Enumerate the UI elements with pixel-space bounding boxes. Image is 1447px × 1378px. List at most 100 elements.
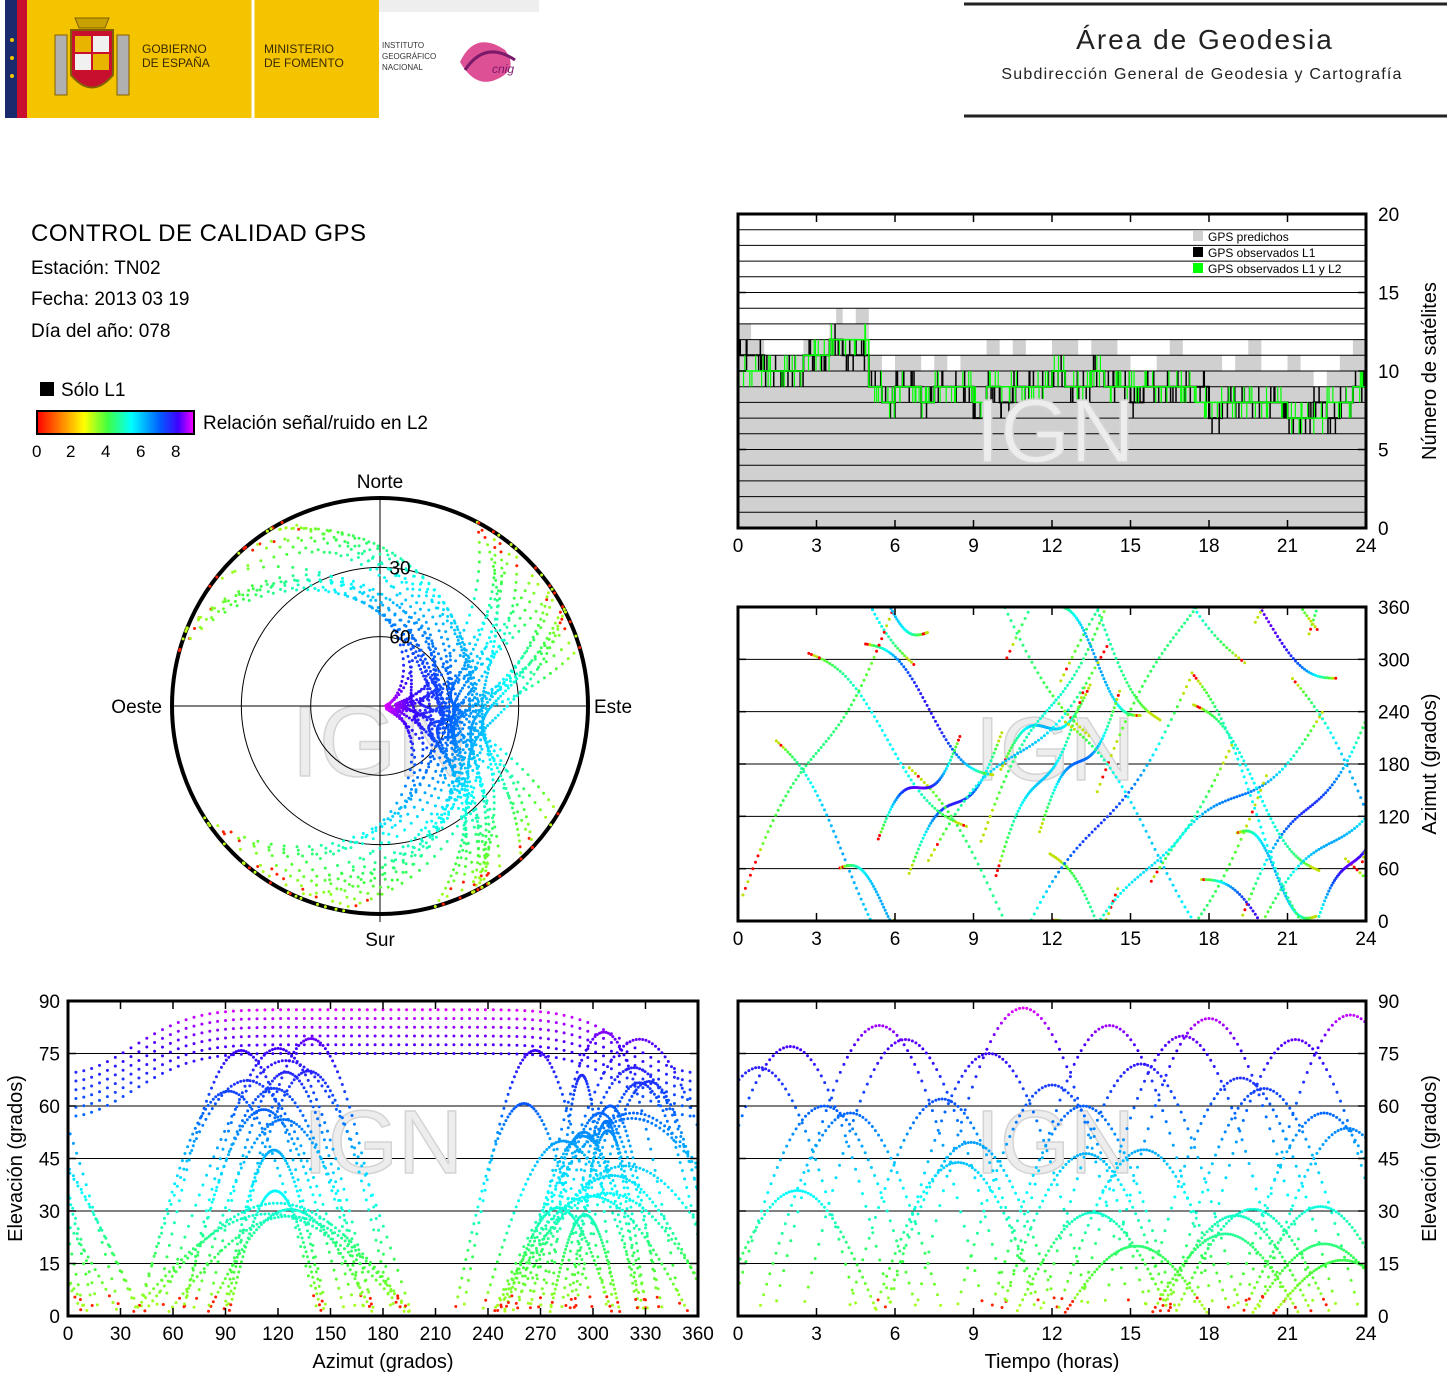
azimuth-point — [1083, 893, 1087, 897]
azimuth-point — [1124, 794, 1128, 798]
azimuth-point — [1314, 609, 1318, 613]
sky-point — [415, 570, 419, 574]
sky-point — [466, 775, 470, 779]
azimuth-point — [1037, 738, 1040, 742]
azimuth-point — [1069, 725, 1073, 729]
sky-point — [506, 697, 510, 701]
sky-point — [457, 678, 461, 682]
azimuth-point — [1224, 882, 1228, 886]
sky-point — [406, 812, 410, 816]
azimuth-point — [1232, 796, 1236, 800]
sky-point — [336, 530, 340, 534]
sky-point — [465, 673, 469, 677]
sky-point — [539, 646, 543, 650]
azimuth-point — [862, 698, 866, 702]
azimuth-point — [786, 750, 790, 754]
sky-point — [398, 852, 402, 855]
sky-point — [326, 541, 329, 545]
sky-point — [215, 575, 219, 579]
elaz-point — [278, 1174, 282, 1178]
sky-point — [518, 845, 522, 849]
elaz-point — [73, 1222, 77, 1226]
sky-point — [496, 754, 500, 758]
observed-l1l2-line — [738, 338, 1366, 419]
azimuth-point — [887, 810, 891, 814]
azimuth-point — [1176, 838, 1180, 842]
azimuth-point — [1219, 640, 1223, 644]
azimuth-point — [1221, 800, 1224, 804]
azimuth-point — [1282, 645, 1286, 649]
azimuth-point — [1044, 809, 1048, 813]
sky-point — [410, 659, 414, 663]
sky-point — [334, 551, 338, 555]
sky-point — [508, 676, 512, 680]
sky-point — [347, 883, 351, 886]
sky-point — [428, 633, 432, 637]
sky-point — [426, 684, 430, 687]
azimuth-point — [836, 667, 840, 671]
sky-point — [247, 866, 251, 870]
sky-point — [522, 686, 526, 690]
sky-point — [472, 597, 476, 601]
elaz-point — [660, 1090, 664, 1094]
sky-point — [516, 780, 520, 784]
watermark-ign: IGN — [975, 382, 1135, 482]
azimuth-point — [1098, 621, 1101, 625]
sky-point — [436, 606, 440, 610]
sky-point — [447, 813, 451, 816]
sky-point — [410, 718, 414, 722]
azimuth-point — [866, 912, 870, 916]
sky-point — [428, 687, 432, 691]
sky-point — [574, 634, 578, 638]
azimuth-point — [1173, 842, 1177, 845]
sky-point — [487, 822, 491, 826]
sky-point — [463, 751, 467, 755]
sky-point — [443, 812, 447, 816]
elaz-point — [664, 1226, 668, 1230]
azimuth-point — [1114, 775, 1118, 779]
sky-point — [359, 878, 363, 881]
sky-point — [452, 734, 456, 738]
sky-point — [305, 860, 308, 864]
sky-point — [420, 624, 424, 628]
azimuth-point — [991, 808, 994, 812]
azimuth-point — [1187, 823, 1191, 827]
sky-point — [365, 541, 369, 545]
azimuth-point — [1021, 801, 1024, 805]
sky-point — [319, 843, 323, 847]
sky-point — [422, 776, 426, 779]
azimuth-point — [1294, 659, 1297, 663]
azimuth-point — [1116, 895, 1120, 899]
sky-point — [399, 618, 403, 622]
azimuth-point — [916, 774, 920, 778]
sky-point — [430, 732, 434, 736]
sky-point — [418, 697, 422, 700]
sky-point — [442, 713, 446, 717]
y-axis-label: Número de satélites — [1419, 282, 1441, 460]
azimuth-point — [814, 752, 818, 755]
azimuth-point — [925, 703, 929, 707]
azimuth-point — [1211, 894, 1215, 898]
sky-point — [431, 754, 435, 758]
x-tick-label: 21 — [1277, 929, 1298, 950]
sky-point — [446, 757, 450, 760]
sky-point — [484, 679, 488, 683]
sky-point — [455, 697, 459, 701]
azimuth-point — [958, 735, 962, 738]
sky-point — [371, 555, 375, 559]
elaz-point — [552, 1271, 556, 1275]
sky-point — [452, 802, 456, 806]
azimuth-point — [1220, 880, 1224, 884]
sky-point — [499, 582, 503, 586]
sky-point — [480, 697, 484, 701]
azimuth-point — [1103, 680, 1107, 684]
azimuth-point — [825, 660, 829, 664]
azimuth-point — [1317, 847, 1321, 851]
azimuth-point — [944, 738, 948, 742]
sky-point — [430, 737, 434, 741]
azimuth-point — [905, 656, 909, 660]
sky-point — [417, 700, 421, 704]
sky-point — [423, 670, 427, 674]
solo-l1-swatch — [40, 382, 54, 396]
sky-point — [517, 833, 520, 837]
